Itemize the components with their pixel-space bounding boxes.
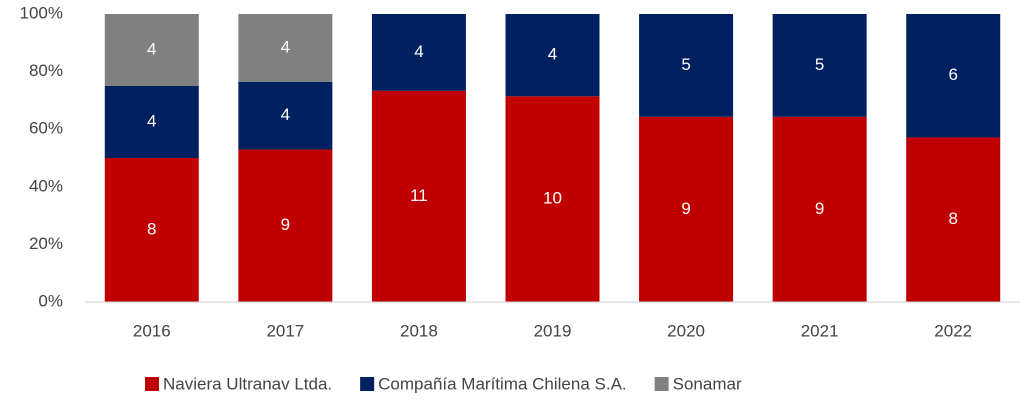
bar-segment [772,14,867,117]
data-label: 10 [543,189,562,208]
x-tick-label: 2022 [934,321,972,340]
y-tick-label: 80% [29,61,63,80]
legend-label: Compañía Marítima Chilena S.A. [378,374,627,393]
x-tick-label: 2017 [266,321,304,340]
legend-label: Naviera Ultranav Ltda. [163,374,332,393]
data-label: 5 [815,55,824,74]
data-label: 11 [410,186,428,205]
data-label: 9 [815,199,824,218]
data-label: 4 [147,111,156,130]
x-tick-label: 2016 [133,321,171,340]
bar-segment [238,149,333,302]
data-label: 4 [281,105,290,124]
data-label: 4 [281,37,290,56]
bar-segment [371,90,466,302]
legend-swatch [360,377,375,391]
data-label: 6 [948,65,957,84]
data-label: 8 [948,209,957,228]
bar-segment [505,14,600,97]
data-label: 4 [147,39,156,58]
bar-segment [639,14,734,117]
data-label: 9 [281,215,290,234]
y-tick-label: 60% [29,119,63,138]
data-label: 5 [681,55,690,74]
x-tick-label: 2019 [534,321,572,340]
bar-segment [238,14,333,82]
data-label: 8 [147,219,156,238]
bar-segment [238,81,333,150]
bar-segment [104,14,199,86]
legend-swatch [654,377,669,391]
x-tick-label: 2018 [400,321,438,340]
data-label: 4 [414,42,423,61]
bar-segment [371,14,466,91]
data-label: 4 [548,45,557,64]
y-tick-label: 40% [29,176,63,195]
y-tick-label: 100% [20,3,63,22]
bar-segment [772,116,867,302]
data-label: 9 [681,199,690,218]
x-tick-label: 2020 [667,321,705,340]
bar-segment [639,116,734,302]
y-tick-label: 0% [38,291,63,310]
bar-segment [505,96,600,303]
bar-segment [906,14,1001,138]
legend-label: Sonamar [673,374,742,393]
x-tick-label: 2021 [801,321,839,340]
legend-swatch [145,377,159,391]
bar-segment [104,158,199,302]
y-tick-label: 20% [29,234,63,253]
bar-segment [906,137,1001,302]
bar-segment [104,86,199,158]
